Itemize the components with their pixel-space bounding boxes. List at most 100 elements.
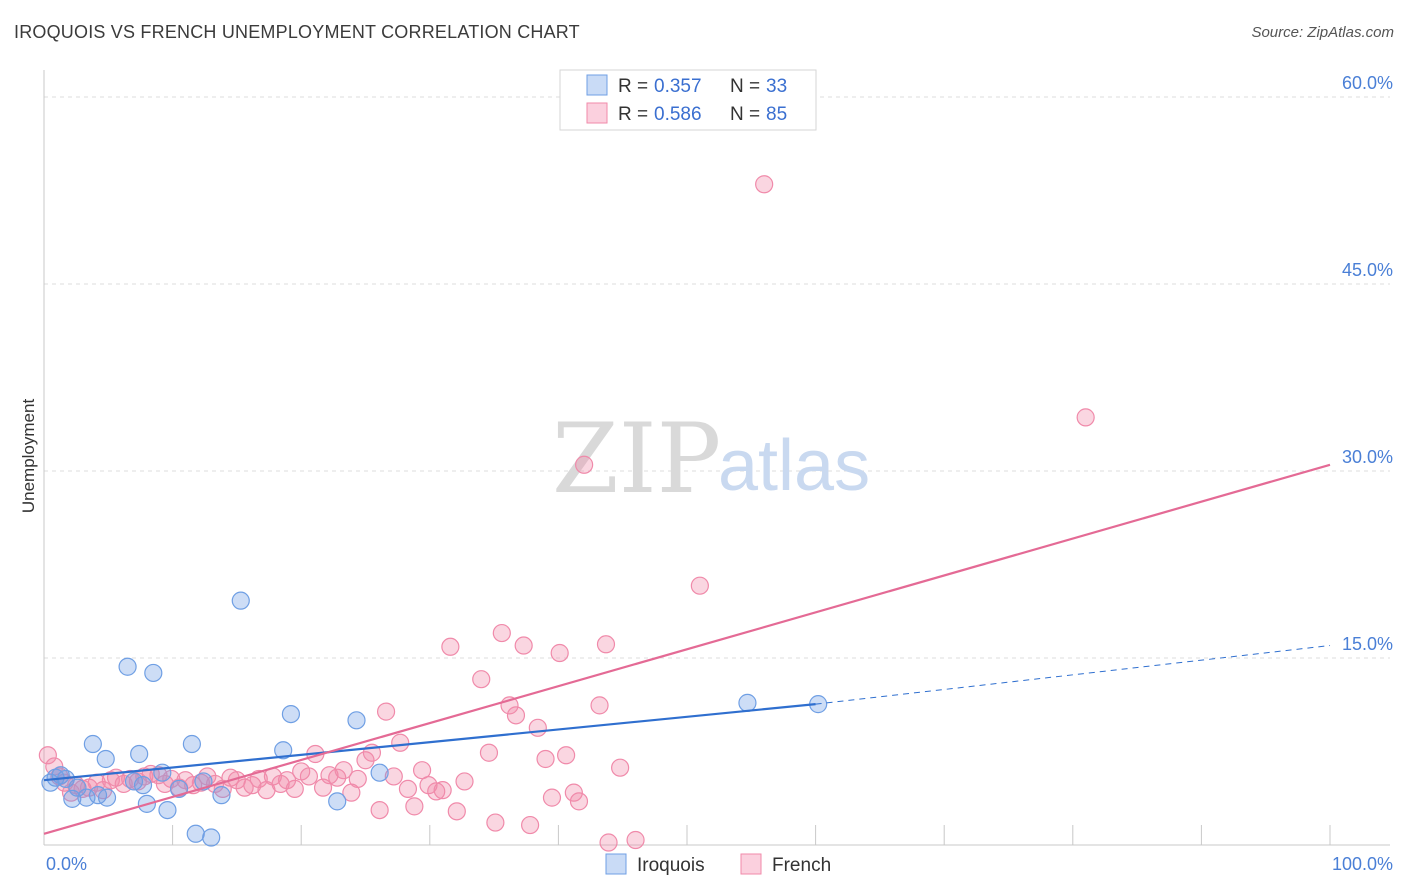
watermark-atlas: atlas [718, 426, 870, 506]
source-credit: Source: ZipAtlas.com [1251, 24, 1394, 41]
legend-swatch-iroquois [586, 74, 608, 96]
y-axis-label: Unemployment [19, 399, 38, 514]
french-point [479, 743, 499, 762]
french-point [472, 670, 491, 689]
iroquois-point [97, 788, 117, 807]
french-point [1076, 408, 1095, 427]
french-point [569, 792, 589, 811]
french-point [299, 767, 319, 786]
trend-lines [43, 463, 1331, 835]
iroquois-point [158, 800, 177, 820]
french-point [486, 813, 505, 832]
x-tick-label-max: 100.0% [1332, 854, 1393, 874]
french-point [506, 706, 526, 725]
legend-n-iroquois: 33 [766, 76, 787, 97]
french-point [412, 761, 432, 780]
french-point [542, 788, 562, 807]
iroquois-point [347, 711, 366, 730]
y-tick-label-30: 30.0% [1342, 447, 1393, 467]
french-point [492, 623, 511, 643]
french-point [348, 769, 367, 789]
french-points [38, 175, 1095, 852]
french-point [405, 797, 424, 816]
french-point [755, 175, 774, 194]
french-point [285, 779, 304, 799]
legend-r-iroquois: 0.357 [654, 76, 702, 97]
iroquois-point [212, 786, 231, 805]
french-point [384, 767, 403, 786]
iroquois-point [153, 763, 172, 782]
legend-swatch-french [586, 102, 608, 124]
iroquois-point [77, 788, 96, 807]
iroquois-point [96, 749, 115, 769]
french-point [455, 772, 474, 791]
y-tick-label-45: 45.0% [1342, 260, 1393, 280]
french-point [611, 758, 630, 777]
iroquois-points [41, 591, 828, 847]
french-point [514, 636, 533, 655]
french-point [356, 751, 375, 770]
iroquois-point [202, 828, 221, 847]
x-tick-marks [172, 825, 1331, 845]
iroquois-point [186, 824, 205, 843]
french-point [528, 718, 547, 737]
iroquois-point [144, 663, 163, 683]
french-point [564, 783, 583, 802]
iroquois-point [231, 591, 250, 610]
iroquois-point [118, 657, 137, 676]
french-point [575, 455, 594, 474]
french-point [391, 733, 410, 752]
bottom-legend-french: French [772, 855, 831, 876]
iroquois-point [182, 734, 201, 754]
french-point [521, 815, 540, 835]
bottom-legend-swatch-iroquois [605, 853, 627, 875]
legend-r-french: 0.586 [654, 104, 702, 125]
bottom-legend: Iroquois French [605, 853, 831, 876]
bottom-legend-swatch-french [740, 853, 762, 875]
watermark: ZIP atlas [552, 403, 870, 515]
legend-n-french: 85 [766, 104, 787, 125]
legend-r-label-iroquois: R = [618, 76, 648, 97]
french-point [626, 830, 645, 850]
french-trend-line [43, 463, 1331, 835]
chart-title: IROQUOIS VS FRENCH UNEMPLOYMENT CORRELAT… [14, 22, 580, 42]
iroquois-point [83, 734, 102, 754]
french-point [370, 800, 389, 820]
iroquois-point [124, 772, 144, 791]
iroquois-point [68, 778, 87, 797]
iroquois-point [370, 763, 389, 782]
french-point [433, 781, 452, 800]
y-tick-labels: 15.0% 30.0% 45.0% 60.0% [1342, 73, 1393, 654]
french-point [550, 643, 569, 663]
french-point [596, 635, 616, 654]
iroquois-point [328, 792, 347, 811]
iroquois-point [738, 693, 757, 712]
iroquois-point [274, 741, 293, 760]
x-tick-label-min: 0.0% [46, 854, 87, 874]
french-point [328, 768, 347, 787]
iroquois-point [130, 744, 149, 764]
legend-n-label-french: N = [730, 104, 760, 125]
y-tick-label-15: 15.0% [1342, 634, 1393, 654]
grid-lines [44, 96, 1390, 659]
iroquois-point [63, 789, 82, 808]
legend-r-label-french: R = [618, 104, 648, 125]
french-point [441, 637, 460, 656]
french-point [38, 746, 57, 765]
legend-box: R = 0.357 N = 33 R = 0.586 N = 85 [559, 69, 817, 131]
iroquois-point [133, 776, 153, 795]
french-point [590, 696, 609, 715]
legend-n-label-iroquois: N = [730, 76, 760, 97]
french-point [427, 782, 446, 801]
french-point [557, 746, 576, 765]
french-point [599, 833, 618, 852]
french-point [536, 749, 555, 769]
french-point [334, 761, 353, 780]
bottom-legend-iroquois: Iroquois [637, 855, 705, 876]
french-point [690, 576, 709, 595]
iroquois-point [281, 704, 301, 724]
watermark-zip: ZIP [552, 403, 721, 515]
iroquois-trend-extension [815, 645, 1331, 705]
french-point [398, 779, 418, 799]
